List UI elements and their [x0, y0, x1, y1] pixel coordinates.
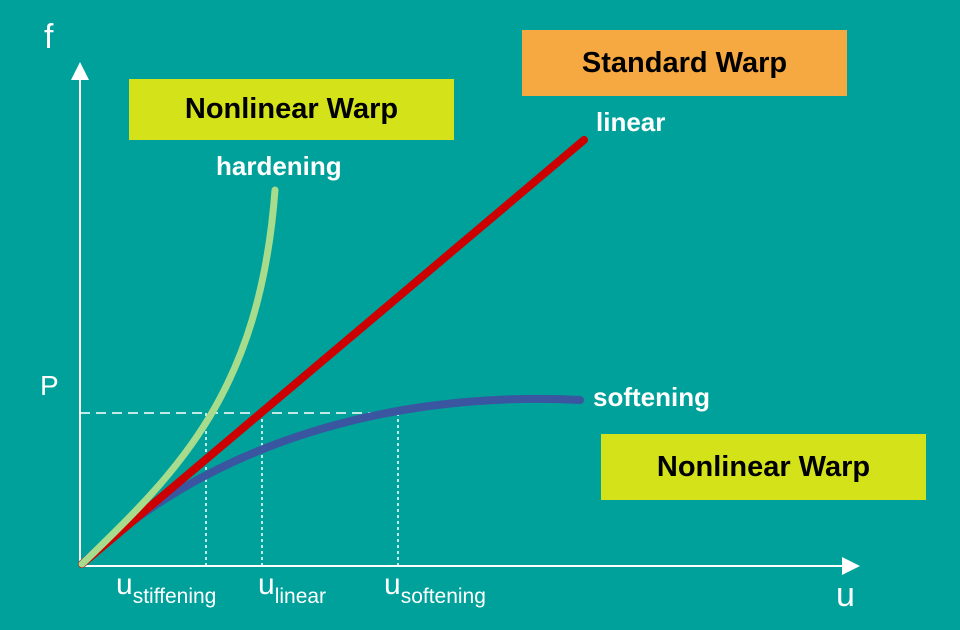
softening-curve [78, 394, 584, 568]
y-axis-label: f [44, 18, 54, 56]
hardening-curve [78, 186, 279, 568]
tick-u-linear: ulinear [258, 568, 327, 608]
tick-u-stiffening: ustiffening [116, 568, 217, 608]
tick-sub: softening [400, 585, 486, 608]
x-axis-arrow [842, 557, 860, 575]
standard-warp-box: Standard Warp [522, 30, 847, 96]
nonlinear-warp-box-bottom: Nonlinear Warp [601, 434, 926, 500]
hardening-label: hardening [216, 151, 342, 181]
p-label: P [40, 370, 59, 401]
x-axis-label: u [836, 576, 855, 614]
linear-label: linear [596, 107, 666, 137]
tick-base: u [116, 568, 133, 601]
nonlinear-warp-box-top: Nonlinear Warp [129, 79, 454, 140]
tick-base: u [258, 568, 275, 601]
tick-sub: stiffening [132, 585, 217, 608]
tick-sub: linear [274, 585, 327, 608]
linear-curve [78, 136, 588, 568]
y-axis-arrow [71, 62, 89, 80]
tick-u-softening: usoftening [384, 568, 486, 608]
tick-base: u [384, 568, 401, 601]
softening-label: softening [593, 382, 710, 412]
